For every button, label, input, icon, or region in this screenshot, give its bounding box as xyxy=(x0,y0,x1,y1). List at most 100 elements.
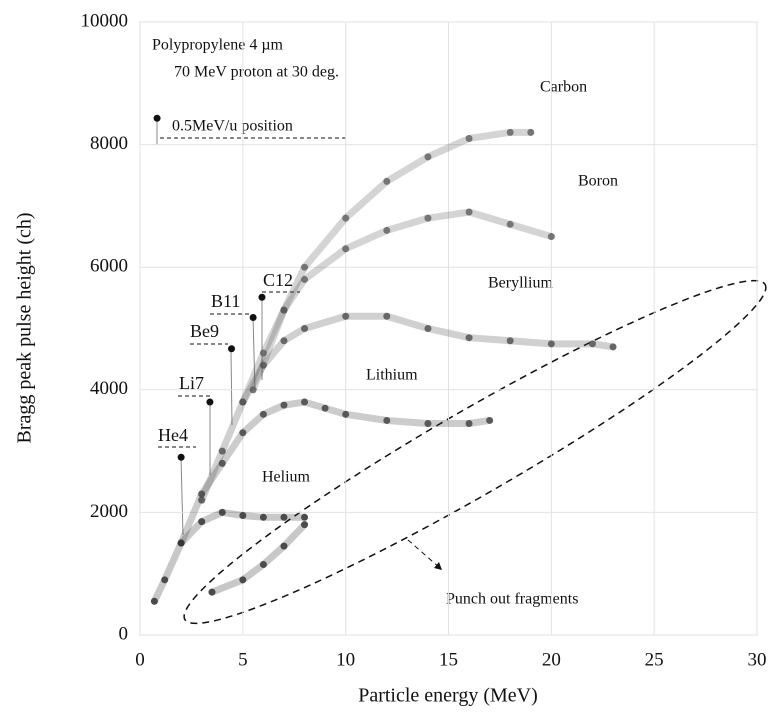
band xyxy=(239,208,555,406)
point xyxy=(208,588,216,596)
x-tick-label: 25 xyxy=(645,649,664,670)
marker-label: Be9 xyxy=(190,321,219,341)
point xyxy=(301,398,309,406)
point xyxy=(239,429,247,437)
point xyxy=(383,177,391,185)
point xyxy=(259,410,267,418)
x-tick-label: 20 xyxy=(542,649,561,670)
y-tick-label: 6000 xyxy=(90,256,128,277)
band xyxy=(208,521,309,596)
point xyxy=(198,518,206,526)
point xyxy=(527,128,535,136)
point xyxy=(218,508,226,516)
band xyxy=(177,398,494,547)
punch-out-ellipse xyxy=(183,279,767,625)
point xyxy=(547,233,555,241)
band xyxy=(198,312,617,504)
point xyxy=(259,513,267,521)
point xyxy=(177,539,185,547)
point xyxy=(465,420,473,428)
marker-label: He4 xyxy=(158,425,188,445)
point xyxy=(383,416,391,424)
point xyxy=(506,220,514,228)
marker-dot xyxy=(228,345,236,353)
marker-label: 0.5MeV/u position xyxy=(172,118,293,135)
point xyxy=(218,447,226,455)
point xyxy=(161,576,169,584)
y-tick-label: 2000 xyxy=(90,501,128,522)
point xyxy=(424,153,432,161)
point xyxy=(218,459,226,467)
point xyxy=(259,349,267,357)
y-tick-label: 10000 xyxy=(81,10,129,31)
x-tick-label: 15 xyxy=(439,649,458,670)
point xyxy=(424,214,432,222)
marker-dot xyxy=(206,398,214,406)
marker-dot xyxy=(153,114,161,122)
marker-dot xyxy=(177,453,185,461)
point xyxy=(198,490,206,498)
x-tick-label: 30 xyxy=(748,649,767,670)
point xyxy=(383,312,391,320)
marker-dot xyxy=(249,313,257,321)
marker-label: C12 xyxy=(263,270,293,290)
point xyxy=(465,208,473,216)
point xyxy=(150,597,158,605)
marker-label: Li7 xyxy=(179,373,204,393)
y-tick-label: 8000 xyxy=(90,133,128,154)
point xyxy=(239,398,247,406)
y-tick-label: 0 xyxy=(119,623,129,644)
label-underlines xyxy=(158,137,348,448)
marker-label: B11 xyxy=(211,291,240,311)
subtitle: Polypropylene 4 µm xyxy=(152,37,284,54)
point xyxy=(301,263,309,271)
y-axis-label: Bragg peak pulse height (ch) xyxy=(14,212,36,443)
region-label: Beryllium xyxy=(488,275,553,292)
pointer-lines xyxy=(156,118,263,536)
point xyxy=(280,306,288,314)
subtitle: 70 MeV proton at 30 deg. xyxy=(174,64,339,81)
point xyxy=(280,401,288,409)
point xyxy=(239,576,247,584)
point xyxy=(424,420,432,428)
x-axis-label: Particle energy (MeV) xyxy=(358,685,538,707)
point xyxy=(280,513,288,521)
point xyxy=(506,128,514,136)
point xyxy=(342,214,350,222)
region-label: Boron xyxy=(578,173,618,190)
point xyxy=(239,511,247,519)
point xyxy=(249,386,257,394)
arrow-head xyxy=(434,562,442,570)
marker-dot xyxy=(258,293,266,301)
region-label: Helium xyxy=(262,469,311,486)
point xyxy=(342,245,350,253)
point xyxy=(342,312,350,320)
x-tick-label: 10 xyxy=(336,649,355,670)
point xyxy=(465,334,473,342)
point xyxy=(301,275,309,283)
point xyxy=(198,496,206,504)
point xyxy=(424,325,432,332)
point xyxy=(280,542,288,550)
point xyxy=(609,343,617,351)
point xyxy=(259,561,267,569)
point xyxy=(547,340,555,348)
point xyxy=(259,361,267,369)
point xyxy=(506,337,514,345)
x-tick-label: 5 xyxy=(238,649,248,670)
region-label: Punch out fragments xyxy=(446,591,578,608)
band xyxy=(249,128,535,394)
point xyxy=(280,337,288,345)
point xyxy=(588,340,596,348)
arrow xyxy=(407,539,441,569)
point xyxy=(301,513,309,521)
point xyxy=(321,404,329,412)
point xyxy=(342,410,350,418)
x-tick-label: 0 xyxy=(135,649,145,670)
point xyxy=(301,521,309,529)
region-label: Lithium xyxy=(366,367,418,384)
region-label: Carbon xyxy=(540,79,587,96)
point xyxy=(383,226,391,234)
point xyxy=(465,134,473,142)
